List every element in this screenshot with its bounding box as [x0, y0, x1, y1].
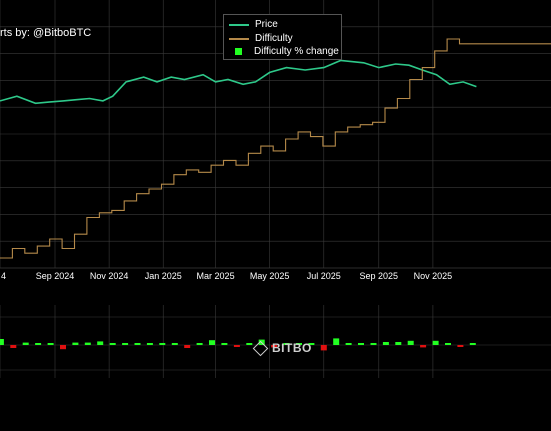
legend-label-difficulty-change: Difficulty % change [254, 46, 339, 57]
watermark-text: BITBO [272, 341, 312, 355]
difficulty-change-bar-11 [134, 343, 141, 345]
bitbo-watermark: BITBO [252, 340, 312, 356]
difficulty-change-bar-17 [209, 340, 215, 345]
difficulty-change-bar-25 [308, 343, 315, 345]
difficulty-change-bar-38 [469, 343, 476, 345]
x-tick-label-6: Jul 2025 [307, 271, 341, 281]
difficulty-change-bar-7 [84, 342, 91, 345]
difficulty-change-bar-2 [22, 342, 29, 345]
x-tick-label-4: Mar 2025 [197, 271, 235, 281]
x-tick-label-2: Nov 2024 [90, 271, 129, 281]
legend-item-difficulty[interactable]: Difficulty [224, 32, 293, 45]
x-axis-ticks: 4 Sep 2024 Nov 2024 Jan 2025 Mar 2025 May 202… [1, 271, 452, 281]
difficulty-change-bar-9 [109, 343, 116, 345]
difficulty-change-bar-19 [233, 345, 240, 347]
difficulty-change-bar-27 [333, 338, 340, 345]
difficulty-change-bar-28 [345, 343, 352, 345]
difficulty-change-bar-4 [47, 343, 54, 345]
x-tick-label-0: 4 [1, 271, 6, 281]
difficulty-change-bar-34 [420, 345, 427, 348]
legend: Price Difficulty Difficulty % change [223, 14, 342, 60]
x-tick-label-1: Sep 2024 [36, 271, 75, 281]
difficulty-change-bar-12 [146, 343, 153, 345]
x-tick-label-3: Jan 2025 [145, 271, 182, 281]
difficulty-change-bar-6 [72, 342, 79, 345]
legend-swatch-price [229, 23, 249, 26]
difficulty-change-bar-16 [196, 343, 203, 345]
series-price-line [0, 59, 477, 105]
legend-item-price[interactable]: Price [224, 18, 278, 31]
difficulty-change-bar-21 [258, 339, 265, 345]
difficulty-change-bar-8 [97, 341, 104, 345]
legend-label-difficulty: Difficulty [255, 33, 293, 44]
legend-swatch-difficulty-change [235, 48, 242, 55]
difficulty-change-bar-13 [159, 343, 166, 345]
difficulty-change-bar-37 [457, 345, 464, 347]
difficulty-change-bar-15 [184, 345, 191, 348]
x-tick-label-8: Nov 2025 [414, 271, 453, 281]
difficulty-change-bar-18 [221, 343, 228, 345]
difficulty-change-bar-14 [171, 343, 178, 345]
difficulty-change-bar-29 [358, 343, 364, 345]
difficulty-change-bar-31 [382, 342, 389, 345]
legend-item-difficulty-change[interactable]: Difficulty % change [224, 45, 339, 58]
difficulty-change-bar-1 [10, 345, 17, 348]
difficulty-change-bar-22 [271, 345, 278, 348]
difficulty-change-bar-33 [407, 340, 414, 345]
bitbo-logo-icon [252, 340, 269, 356]
difficulty-change-bar-24 [296, 343, 302, 345]
difficulty-change-bar-23 [283, 343, 290, 345]
series-layer [0, 38, 551, 259]
difficulty-change-bar-10 [122, 343, 129, 345]
series-difficulty-line [0, 38, 551, 259]
difficulty-change-bar-30 [370, 343, 377, 345]
x-tick-label-5: May 2025 [250, 271, 290, 281]
difficulty-change-bar-0 [0, 339, 4, 345]
difficulty-change-bar-5 [60, 345, 66, 350]
legend-swatch-difficulty [229, 37, 249, 40]
legend-label-price: Price [255, 19, 278, 30]
difficulty-change-bar-35 [432, 340, 439, 345]
difficulty-change-bar-26 [320, 345, 327, 351]
difficulty-change-bar-20 [246, 343, 253, 345]
difficulty-change-bar-3 [35, 343, 42, 345]
x-tick-label-7: Sep 2025 [360, 271, 399, 281]
difficulty-change-bar-32 [395, 342, 402, 345]
chart-credit: rts by: @BitboBTC [0, 27, 92, 39]
difficulty-change-markers [0, 338, 476, 351]
difficulty-change-bar-36 [445, 343, 451, 345]
